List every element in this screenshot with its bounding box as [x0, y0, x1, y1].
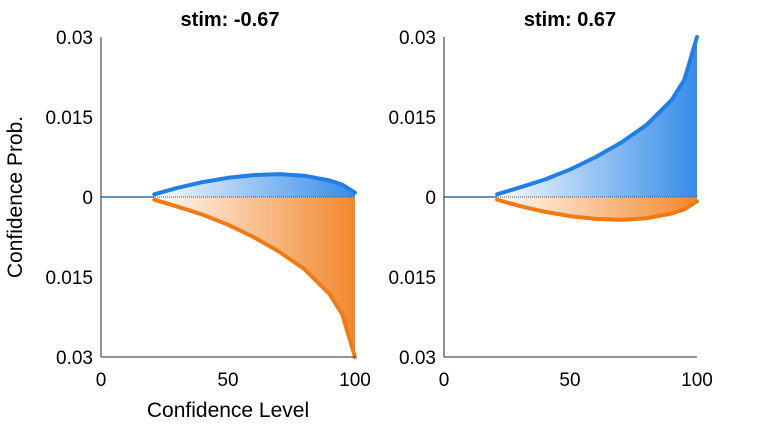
y-axis-label: Confidence Prob.: [4, 116, 27, 278]
y-tick-label: 0.03: [56, 348, 93, 369]
y-tick-label: 0.03: [56, 28, 93, 49]
y-tick-label: 0.015: [45, 268, 93, 289]
x-tick-label: 0: [439, 370, 450, 391]
y-tick-label: 0: [425, 188, 436, 209]
x-tick-label: 100: [681, 370, 713, 391]
axis-frame: [443, 37, 697, 358]
chart-title: stim: 0.67: [524, 9, 616, 31]
orange-series-line: [152, 197, 357, 359]
chart-panel-2: stim: 0.67 0.03 0.015 0 0.015 0.03 0 50 …: [388, 9, 712, 391]
y-tick-labels: 0.03 0.015 0 0.015 0.03: [45, 28, 93, 369]
blue-area: [154, 174, 355, 197]
chart-title: stim: -0.67: [181, 9, 280, 31]
orange-series-line: [495, 197, 699, 222]
y-tick-label: 0.015: [388, 268, 436, 289]
y-tick-labels: 0.03 0.015 0 0.015 0.03: [388, 28, 436, 369]
blue-series-line: [495, 35, 699, 197]
orange-area: [497, 197, 697, 220]
y-tick-label: 0.015: [388, 108, 436, 129]
orange-area: [154, 197, 355, 357]
x-axis-label: Confidence Level: [147, 399, 309, 422]
x-tick-label: 50: [559, 370, 580, 391]
x-tick-labels: 0 50 100: [96, 370, 371, 391]
y-tick-label: 0.03: [399, 348, 436, 369]
y-tick-label: 0: [82, 188, 93, 209]
blue-area: [497, 37, 697, 197]
axis-frame: [100, 37, 355, 358]
x-tick-labels: 0 50 100: [439, 370, 713, 391]
chart-panel-1: stim: -0.67 0.03 0.015 0 0.015 0.03 0 50…: [4, 9, 371, 422]
x-tick-label: 100: [339, 370, 371, 391]
x-tick-label: 50: [217, 370, 238, 391]
y-tick-label: 0.015: [45, 108, 93, 129]
y-tick-label: 0.03: [399, 28, 436, 49]
blue-series-line: [152, 172, 357, 197]
x-tick-label: 0: [96, 370, 107, 391]
